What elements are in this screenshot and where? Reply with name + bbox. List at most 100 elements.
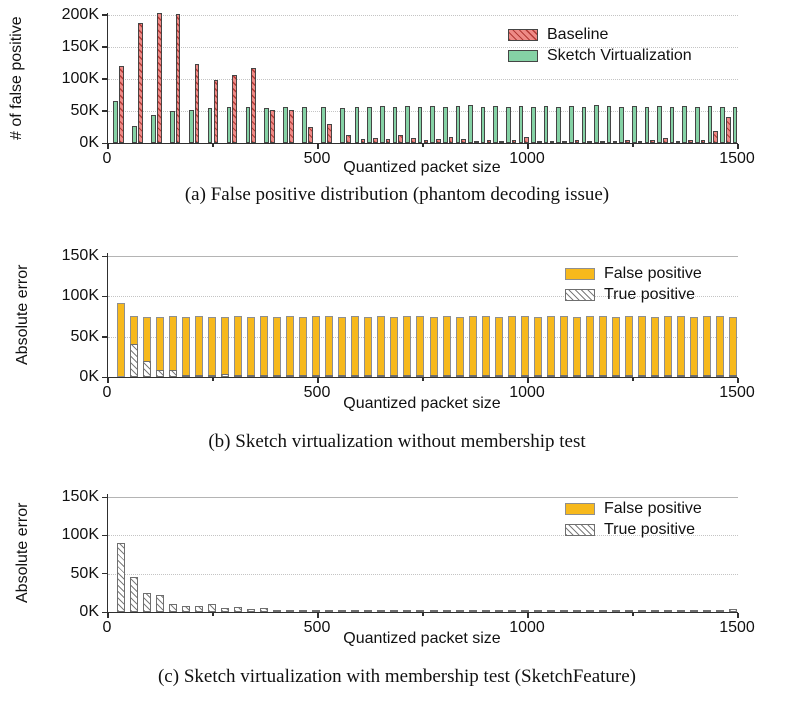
bar-true-positive bbox=[572, 610, 581, 612]
bar-baseline bbox=[373, 137, 378, 143]
bar-sketch-virtualization bbox=[581, 106, 587, 143]
bar-baseline bbox=[137, 22, 143, 143]
bar-true-positive bbox=[585, 610, 594, 612]
x-minor-tick bbox=[212, 613, 214, 616]
bar-true-positive bbox=[130, 344, 139, 377]
bar-true-positive bbox=[299, 610, 308, 612]
bar-sketch-virtualization bbox=[188, 110, 194, 143]
bar-true-positive bbox=[481, 610, 490, 612]
bar-true-positive bbox=[637, 610, 646, 612]
bar-false-positive bbox=[182, 316, 191, 377]
x-tick bbox=[317, 378, 319, 383]
plot-area bbox=[102, 13, 739, 149]
chart-caption: (a) False positive distribution (phantom… bbox=[184, 184, 610, 205]
y-tick-label: 0K bbox=[79, 368, 99, 385]
bar-sketch-virtualization bbox=[379, 105, 385, 143]
bar-true-positive bbox=[481, 375, 490, 377]
y-tick-label: 100K bbox=[61, 69, 99, 87]
bar-true-positive bbox=[299, 375, 308, 377]
y-tick-label: 100K bbox=[61, 526, 99, 544]
legend-row: False positive bbox=[565, 263, 702, 284]
bar-sketch-virtualization bbox=[480, 106, 486, 143]
plot-area bbox=[102, 253, 739, 383]
x-tick bbox=[737, 613, 739, 618]
y-tick bbox=[102, 255, 107, 258]
bar-true-positive bbox=[611, 610, 620, 612]
bar-sketch-virtualization bbox=[169, 110, 175, 143]
legend-swatch-baseline bbox=[508, 28, 538, 41]
bar-sketch-virtualization bbox=[283, 107, 289, 143]
bar-true-positive bbox=[403, 610, 412, 612]
x-minor-tick bbox=[632, 378, 634, 381]
bar-baseline bbox=[637, 141, 643, 143]
bar-true-positive bbox=[650, 375, 659, 377]
bar-sketch-virtualization bbox=[417, 106, 423, 143]
bar-sketch-virtualization bbox=[631, 105, 637, 143]
bar-true-positive bbox=[312, 610, 321, 612]
bar-true-positive bbox=[143, 592, 152, 612]
bar-baseline bbox=[486, 139, 492, 143]
bar-true-positive bbox=[416, 375, 425, 377]
bar-true-positive bbox=[468, 610, 477, 612]
bar-baseline bbox=[549, 141, 555, 143]
bar-false-positive bbox=[650, 316, 659, 377]
bar-baseline bbox=[448, 137, 454, 143]
bar-false-positive bbox=[234, 315, 243, 377]
bar-true-positive bbox=[286, 609, 295, 612]
bar-true-positive bbox=[546, 610, 555, 612]
bar-sketch-virtualization bbox=[354, 106, 360, 143]
bar-false-positive bbox=[585, 315, 594, 377]
legend-swatch-sketch-virtualization bbox=[508, 49, 538, 62]
x-minor-tick bbox=[632, 613, 634, 616]
bar-sketch-virtualization bbox=[113, 101, 118, 143]
bar-true-positive bbox=[273, 375, 282, 377]
y-tick-label: 0K bbox=[79, 603, 99, 620]
y-axis-title: Absolute error bbox=[14, 264, 31, 366]
bar-false-positive bbox=[195, 315, 204, 377]
y-tick-label: 200K bbox=[61, 5, 99, 23]
legend-swatch-false-positive bbox=[565, 267, 595, 280]
bar-false-positive bbox=[403, 315, 412, 377]
chart-caption: (b) Sketch virtualization without member… bbox=[208, 431, 586, 452]
x-tick bbox=[527, 378, 529, 383]
bar-true-positive bbox=[429, 375, 438, 377]
bar-true-positive bbox=[338, 375, 347, 377]
bar-baseline bbox=[270, 110, 275, 143]
bar-sketch-virtualization bbox=[518, 105, 524, 143]
bar-false-positive bbox=[468, 315, 477, 377]
bar-sketch-virtualization bbox=[543, 105, 549, 143]
x-tick-label: 0 bbox=[102, 150, 112, 167]
legend-label: True positive bbox=[604, 520, 695, 538]
bar-true-positive bbox=[455, 375, 464, 377]
legend-row: Sketch Virtualization bbox=[508, 45, 692, 66]
x-minor-tick bbox=[422, 144, 424, 147]
bar-baseline bbox=[662, 137, 668, 143]
bar-false-positive bbox=[572, 316, 581, 377]
bar-baseline bbox=[156, 13, 162, 143]
bar-baseline bbox=[675, 141, 681, 143]
bar-true-positive bbox=[559, 375, 568, 377]
bar-baseline bbox=[289, 109, 294, 143]
bar-sketch-virtualization bbox=[132, 125, 137, 143]
bar-sketch-virtualization bbox=[468, 104, 473, 143]
bar-sketch-virtualization bbox=[531, 106, 536, 143]
bar-false-positive bbox=[637, 315, 646, 377]
gridline bbox=[108, 296, 738, 298]
bar-baseline bbox=[326, 123, 332, 143]
legend: False positive True positive bbox=[565, 498, 702, 540]
bar-true-positive bbox=[169, 369, 178, 377]
y-tick-label: 150K bbox=[61, 488, 99, 506]
bar-true-positive bbox=[676, 375, 685, 377]
x-tick bbox=[107, 144, 109, 149]
bar-baseline bbox=[423, 139, 429, 143]
y-tick-label: 100K bbox=[61, 287, 99, 305]
bar-baseline bbox=[650, 139, 656, 143]
bar-false-positive bbox=[351, 315, 360, 377]
x-minor-tick bbox=[422, 378, 424, 381]
chart-c-with-membership-test: Absolute error Quantized packet size Fal… bbox=[0, 484, 794, 713]
y-tick-label: 50K bbox=[70, 101, 99, 119]
bar-sketch-virtualization bbox=[732, 106, 738, 143]
bar-true-positive bbox=[247, 375, 256, 377]
bar-sketch-virtualization bbox=[568, 105, 574, 143]
